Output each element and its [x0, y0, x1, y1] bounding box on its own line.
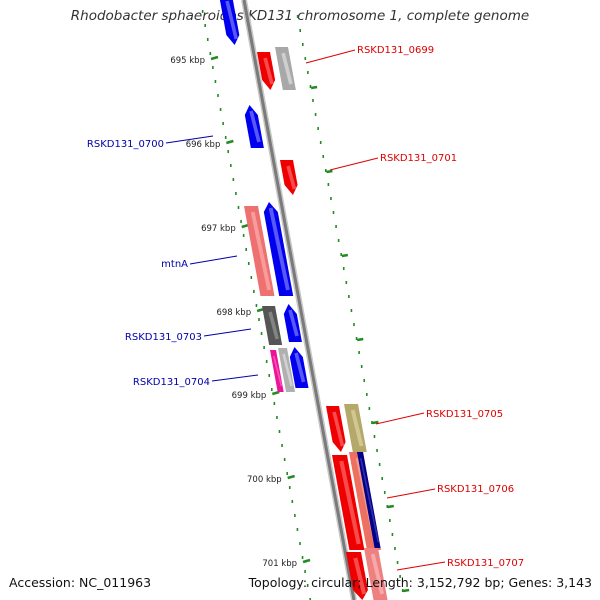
tick-label: 697 kbp: [201, 224, 236, 234]
label-leader-line: [305, 49, 356, 64]
label-leader-line: [375, 412, 425, 425]
tick-label: 699 kbp: [232, 391, 267, 401]
tick-mark: [402, 588, 410, 593]
gene-feature: [326, 406, 346, 452]
chromosome-backbone: [241, 0, 357, 600]
tick-label: 700 kbp: [247, 475, 282, 485]
label-leader-line: [386, 488, 436, 499]
gene-feature: [346, 552, 368, 600]
tick-mark: [326, 169, 333, 174]
tick-mark: [287, 474, 296, 480]
gene-feature: [244, 206, 275, 296]
gene-feature: [262, 306, 283, 345]
gene-label[interactable]: RSKD131_0699: [357, 45, 434, 56]
tick-label: 696 kbp: [186, 140, 221, 150]
label-leader-line: [396, 561, 446, 571]
gene-feature: [275, 47, 296, 90]
gene-label[interactable]: RSKD131_0706: [437, 484, 514, 495]
gene-label[interactable]: RSKD131_0703: [125, 332, 202, 343]
label-leader-line: [211, 374, 259, 382]
gene-label[interactable]: RSKD131_0705: [426, 409, 503, 420]
gene-features: [219, 0, 388, 600]
gene-feature: [283, 304, 302, 342]
gene-feature: [344, 404, 367, 452]
label-leader-line: [329, 157, 379, 171]
gene-feature: [280, 160, 298, 195]
gene-label[interactable]: mtnA: [161, 259, 188, 270]
accession-text: Accession: NC_011963: [9, 575, 152, 590]
tick-mark: [341, 253, 349, 258]
map-title: Rhodobacter sphaeroides KD131 chromosome…: [70, 8, 530, 24]
gene-label[interactable]: RSKD131_0704: [133, 377, 210, 388]
tick-mark: [387, 504, 394, 509]
gene-label[interactable]: RSKD131_0707: [447, 558, 524, 569]
tick-mark: [271, 390, 280, 396]
gene-feature: [278, 348, 296, 392]
tick-mark: [302, 558, 311, 564]
gene-feature: [289, 347, 309, 388]
gene-feature: [219, 0, 240, 45]
label-leader-line: [189, 255, 238, 265]
gene-feature: [364, 548, 388, 600]
gene-feature: [244, 105, 264, 148]
tick-mark: [310, 85, 318, 90]
tick-ring: [201, 10, 404, 600]
label-leader-line: [203, 328, 252, 337]
gene-labels: RSKD131_0699 RSKD131_0700 RSKD131_0701 mtnA…: [87, 45, 524, 571]
gene-feature: [332, 455, 365, 550]
tick-label: 698 kbp: [216, 308, 251, 318]
gene-feature: [357, 452, 381, 548]
gene-label[interactable]: RSKD131_0700: [87, 139, 164, 150]
tick-label: 695 kbp: [170, 56, 205, 66]
tick-mark: [226, 139, 234, 145]
gene-feature: [257, 52, 276, 90]
label-leader-line: [165, 135, 214, 144]
tick-mark: [357, 337, 364, 342]
tick-mark: [210, 55, 219, 61]
tick-label: 701 kbp: [262, 559, 297, 569]
gene-feature: [263, 202, 294, 296]
gene-feature: [270, 350, 284, 392]
tick-mark: [372, 420, 379, 425]
gene-label[interactable]: RSKD131_0701: [380, 153, 457, 164]
topology-text: Topology: circular; Length: 3,152,792 bp…: [248, 575, 592, 590]
